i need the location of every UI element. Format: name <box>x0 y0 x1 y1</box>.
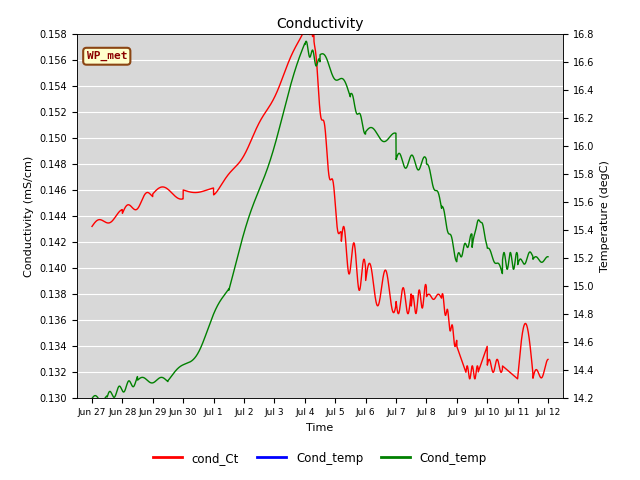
X-axis label: Time: Time <box>307 423 333 432</box>
Legend: cond_Ct, Cond_temp, Cond_temp: cond_Ct, Cond_temp, Cond_temp <box>148 447 492 469</box>
Title: Conductivity: Conductivity <box>276 17 364 31</box>
Text: WP_met: WP_met <box>86 51 127 61</box>
Y-axis label: Conductivity (mS/cm): Conductivity (mS/cm) <box>24 156 34 276</box>
Y-axis label: Temperature (degC): Temperature (degC) <box>600 160 610 272</box>
